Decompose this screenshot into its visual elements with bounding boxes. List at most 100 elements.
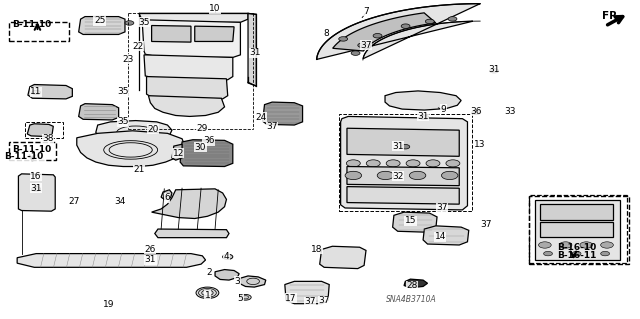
Polygon shape bbox=[317, 4, 480, 59]
Text: B-11-10: B-11-10 bbox=[4, 152, 43, 161]
Text: 26: 26 bbox=[145, 245, 156, 254]
Text: 16: 16 bbox=[31, 172, 42, 181]
Polygon shape bbox=[239, 276, 266, 287]
Circle shape bbox=[125, 21, 134, 25]
Polygon shape bbox=[180, 140, 233, 167]
Polygon shape bbox=[333, 13, 436, 51]
Text: 31: 31 bbox=[31, 184, 42, 193]
Text: 17: 17 bbox=[285, 294, 297, 303]
Circle shape bbox=[196, 287, 219, 299]
Polygon shape bbox=[404, 279, 428, 288]
Text: 15: 15 bbox=[404, 216, 416, 225]
Text: 11: 11 bbox=[31, 87, 42, 96]
Text: 22: 22 bbox=[132, 42, 143, 51]
Text: 10: 10 bbox=[209, 4, 221, 13]
Text: 31: 31 bbox=[417, 112, 429, 121]
Circle shape bbox=[377, 171, 394, 180]
Circle shape bbox=[420, 115, 429, 120]
Polygon shape bbox=[215, 270, 239, 280]
Polygon shape bbox=[262, 102, 303, 125]
Text: 20: 20 bbox=[147, 125, 159, 134]
Bar bbox=[25, 122, 63, 138]
Circle shape bbox=[339, 37, 348, 41]
Circle shape bbox=[373, 33, 382, 38]
Polygon shape bbox=[147, 77, 228, 100]
Text: 35: 35 bbox=[138, 18, 150, 27]
Circle shape bbox=[442, 171, 458, 180]
Polygon shape bbox=[139, 13, 248, 23]
Text: 9: 9 bbox=[440, 105, 446, 114]
Text: 1: 1 bbox=[205, 291, 211, 300]
Circle shape bbox=[401, 24, 410, 28]
Circle shape bbox=[490, 69, 499, 73]
Circle shape bbox=[572, 251, 581, 256]
Text: 2: 2 bbox=[206, 268, 211, 277]
Text: B-11-10: B-11-10 bbox=[12, 20, 51, 29]
Text: SNA4B3710A: SNA4B3710A bbox=[387, 295, 437, 304]
Text: B-16-10: B-16-10 bbox=[557, 243, 596, 252]
Polygon shape bbox=[19, 174, 55, 211]
Text: 18: 18 bbox=[311, 245, 323, 254]
Polygon shape bbox=[155, 229, 229, 238]
Text: 38: 38 bbox=[42, 134, 54, 143]
Polygon shape bbox=[96, 121, 172, 143]
Polygon shape bbox=[79, 104, 118, 120]
Circle shape bbox=[351, 51, 360, 56]
Text: 37: 37 bbox=[318, 296, 330, 305]
Circle shape bbox=[362, 44, 371, 48]
Polygon shape bbox=[152, 189, 227, 219]
Bar bbox=[9, 142, 56, 160]
Circle shape bbox=[446, 160, 460, 167]
Text: 27: 27 bbox=[68, 197, 80, 206]
Polygon shape bbox=[195, 26, 234, 41]
Text: 36: 36 bbox=[470, 107, 482, 115]
Text: 24: 24 bbox=[255, 113, 266, 122]
Text: 19: 19 bbox=[103, 300, 114, 309]
Circle shape bbox=[345, 171, 362, 180]
Circle shape bbox=[223, 254, 233, 259]
Text: B-16-11: B-16-11 bbox=[557, 251, 597, 260]
Text: B-11-10: B-11-10 bbox=[12, 145, 51, 154]
Text: FR.: FR. bbox=[602, 11, 621, 20]
Circle shape bbox=[401, 145, 410, 149]
Text: 25: 25 bbox=[94, 16, 106, 25]
Polygon shape bbox=[423, 226, 468, 245]
Circle shape bbox=[472, 110, 481, 115]
Text: 3: 3 bbox=[234, 277, 240, 286]
Polygon shape bbox=[385, 91, 461, 110]
Text: 37: 37 bbox=[481, 220, 492, 229]
Text: 31: 31 bbox=[488, 65, 500, 74]
Circle shape bbox=[32, 187, 40, 191]
Polygon shape bbox=[347, 187, 460, 204]
Text: 34: 34 bbox=[114, 197, 125, 206]
Circle shape bbox=[601, 242, 613, 248]
Text: 12: 12 bbox=[173, 149, 184, 158]
Bar bbox=[339, 114, 472, 211]
Text: 6: 6 bbox=[164, 193, 170, 202]
Circle shape bbox=[410, 171, 426, 180]
Polygon shape bbox=[340, 116, 467, 210]
Text: 8: 8 bbox=[323, 29, 329, 38]
Circle shape bbox=[426, 160, 440, 167]
Text: 7: 7 bbox=[363, 7, 369, 16]
Polygon shape bbox=[285, 281, 329, 304]
Text: 23: 23 bbox=[122, 55, 134, 63]
Text: 13: 13 bbox=[474, 140, 486, 149]
Circle shape bbox=[580, 242, 593, 248]
Circle shape bbox=[346, 160, 360, 167]
Polygon shape bbox=[77, 131, 184, 167]
Polygon shape bbox=[347, 167, 460, 186]
Polygon shape bbox=[152, 26, 191, 42]
Circle shape bbox=[386, 160, 400, 167]
Polygon shape bbox=[161, 190, 172, 199]
Circle shape bbox=[406, 160, 420, 167]
Circle shape bbox=[366, 160, 380, 167]
Circle shape bbox=[358, 43, 367, 48]
Circle shape bbox=[538, 242, 551, 248]
Text: 35: 35 bbox=[117, 117, 129, 126]
Polygon shape bbox=[28, 85, 72, 99]
Text: 4: 4 bbox=[223, 252, 229, 261]
Polygon shape bbox=[540, 204, 613, 220]
Text: 37: 37 bbox=[266, 122, 278, 131]
Polygon shape bbox=[79, 17, 125, 34]
